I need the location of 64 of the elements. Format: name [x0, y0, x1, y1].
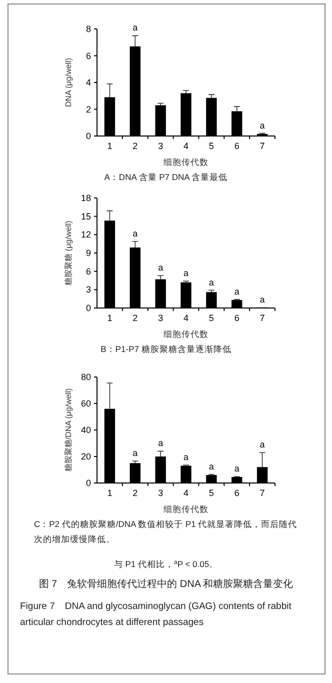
annotation: a [260, 294, 265, 304]
y-tick-label: 4 [86, 78, 91, 88]
x-tick-label: 1 [107, 141, 112, 151]
y-tick-label: 0 [86, 303, 91, 313]
annotation: a [260, 120, 265, 130]
caption: Figure 7 DNA and glycosaminoglycan (GAG) contents of rabbit articular chondrocytes at different passages [20, 601, 292, 628]
x-axis-title: 细胞传代数 [164, 329, 208, 339]
annotation: a [158, 262, 164, 273]
x-tick-label: 7 [260, 313, 265, 323]
y-tick-label: 0 [86, 478, 91, 488]
y-axis-title: 糖胺聚糖 (μg/well) [64, 220, 73, 286]
x-tick-label: 2 [132, 488, 138, 498]
y-tick-label: 80 [80, 372, 91, 382]
annotation: a [132, 22, 138, 33]
text: C：P2 代的糖胺聚糖/DNA 数值相较于 P1 代就显著降低，而后随代次的增加缓慢降低。 [34, 519, 298, 544]
annotation: a [260, 440, 265, 450]
x-tick-label: 2 [132, 141, 138, 151]
text: 与 P1 代相比，$^{a}$P < 0.05。 [114, 559, 218, 569]
annotation: a [208, 461, 214, 472]
x-tick-label: 4 [183, 488, 189, 498]
x-tick-label: 6 [234, 488, 240, 498]
x-tick-label: 6 [234, 313, 240, 323]
x-tick-label: 3 [158, 141, 164, 151]
y-tick-label: 60 [80, 398, 91, 408]
x-tick-label: 1 [107, 488, 112, 498]
annotation: a [183, 268, 189, 278]
annotation: a [158, 438, 164, 448]
y-tick-label: 12 [80, 230, 91, 240]
text: B：P1-P7 糖胺聚糖含量逐渐降低 [100, 344, 232, 354]
x-tick-label: 4 [183, 141, 189, 151]
y-tick-label: 20 [80, 452, 91, 462]
annotation: a [234, 464, 240, 474]
y-tick-label: 3 [86, 284, 91, 295]
text: A：DNA 含量 P7 DNA 含量最低 [104, 172, 228, 182]
y-tick-label: 40 [80, 425, 91, 435]
y-tick-label: 6 [86, 266, 91, 276]
y-tick-label: 2 [86, 104, 91, 114]
x-tick-label: 3 [158, 488, 164, 498]
y-axis-title: 糖胺聚糖/DNA (μg/well) [64, 388, 73, 472]
y-axis-title: DNA (μg/well) [64, 58, 73, 108]
caption: 图 7 兔软骨细胞传代过程中的 DNA 和糖胺聚糖含量变化 [38, 578, 294, 590]
x-tick-label: 5 [208, 141, 214, 151]
annotation: a [234, 286, 240, 296]
x-tick-label: 5 [208, 488, 214, 498]
y-tick-label: 0 [86, 131, 91, 141]
x-axis-title: 细胞传代数 [164, 157, 208, 167]
annotation: a [132, 448, 138, 458]
y-tick-label: 15 [80, 211, 91, 222]
x-tick-label: 4 [183, 313, 189, 323]
x-tick-label: 6 [234, 141, 240, 151]
x-tick-label: 2 [132, 313, 138, 323]
annotation: a [183, 452, 189, 462]
x-tick-label: 5 [208, 313, 214, 323]
x-tick-label: 1 [107, 313, 112, 323]
y-tick-label: 9 [86, 248, 91, 258]
x-tick-label: 3 [158, 313, 164, 323]
x-tick-label: 7 [260, 141, 265, 151]
y-tick-label: 8 [86, 24, 91, 34]
x-tick-label: 7 [260, 488, 265, 498]
annotation: a [208, 277, 214, 288]
x-axis-title: 细胞传代数 [164, 504, 208, 514]
y-tick-label: 18 [80, 193, 91, 203]
annotation: a [132, 228, 138, 238]
y-tick-label: 6 [86, 50, 91, 61]
